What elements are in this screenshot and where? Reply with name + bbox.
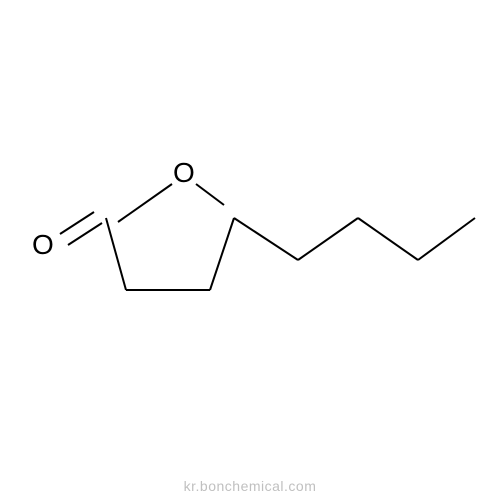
- bond-chain-1: [234, 218, 298, 260]
- bond-ring-3: [210, 218, 234, 290]
- bond-ring-5: [118, 184, 172, 222]
- bond-ring-1: [106, 218, 126, 290]
- bond-chain-2: [298, 218, 358, 260]
- watermark-text: kr.bonchemical.com: [184, 478, 317, 494]
- bond-chain-4: [418, 218, 475, 260]
- bond-ring-4: [196, 184, 224, 205]
- bond-chain-3: [358, 218, 418, 260]
- chemical-structure-diagram: O O: [0, 0, 500, 500]
- atom-label-o2: O: [173, 157, 195, 188]
- atom-label-o1: O: [32, 229, 54, 260]
